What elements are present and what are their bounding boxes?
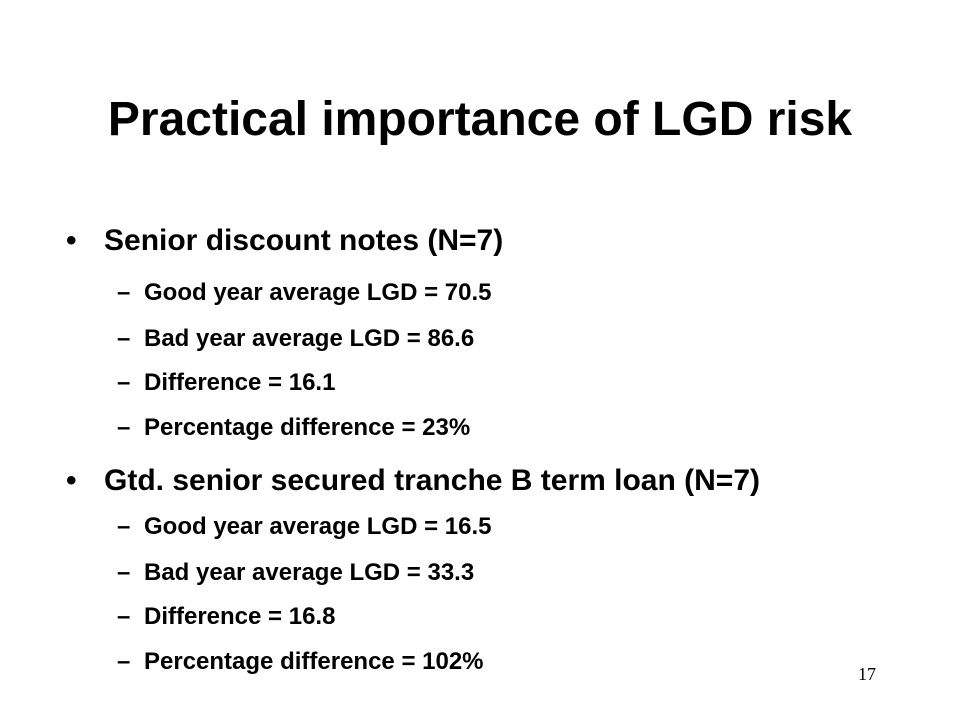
sub-bullet-marker: –	[117, 369, 131, 396]
sub-bullet-marker: –	[117, 279, 131, 306]
sub-bullet-text: Percentage difference = 102%	[144, 648, 484, 675]
sub-bullet-text: Percentage difference = 23%	[144, 414, 471, 441]
sub-bullet-text: Bad year average LGD = 86.6	[144, 325, 475, 352]
sub-bullet-text: Difference = 16.1	[144, 369, 336, 396]
sub-bullet-text: Good year average LGD = 16.5	[144, 513, 492, 540]
slide-title: Practical importance of LGD risk	[107, 93, 853, 146]
bullet-marker: •	[66, 224, 77, 257]
sub-bullet-marker: –	[117, 559, 131, 586]
sub-bullet-marker: –	[117, 603, 131, 630]
sub-bullet-text: Good year average LGD = 70.5	[144, 279, 492, 306]
bullet-text: Gtd. senior secured tranche B term loan …	[104, 464, 761, 497]
bullet-text: Senior discount notes (N=7)	[104, 224, 504, 257]
page-number: 17	[858, 664, 876, 684]
sub-bullet-marker: –	[117, 325, 131, 352]
sub-bullet-marker: –	[117, 513, 131, 540]
sub-bullet-marker: –	[117, 648, 131, 675]
sub-bullet-text: Bad year average LGD = 33.3	[144, 559, 475, 586]
sub-bullet-marker: –	[117, 414, 131, 441]
bullet-marker: •	[66, 464, 77, 497]
sub-bullet-text: Difference = 16.8	[144, 603, 336, 630]
